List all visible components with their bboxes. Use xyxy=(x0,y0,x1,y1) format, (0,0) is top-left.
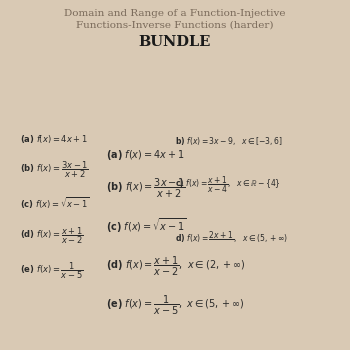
Text: $\mathbf{b)}\ f(x) = 3x-9,\ \ x \in [-3,6]$: $\mathbf{b)}\ f(x) = 3x-9,\ \ x \in [-3,… xyxy=(175,135,283,147)
Text: $\mathbf{d)}\ f(x) = \dfrac{2x+1}{\,},\ \ x \in (5,+\infty)$: $\mathbf{d)}\ f(x) = \dfrac{2x+1}{\,},\ … xyxy=(175,230,288,245)
Text: $\mathbf{(c)}\ f(x) = \sqrt{x-1}$: $\mathbf{(c)}\ f(x) = \sqrt{x-1}$ xyxy=(106,217,187,236)
Text: $\mathbf{c)}\ f(x) = \dfrac{x+1}{x-4},\ \ x \in \mathbb{R}-\{4\}$: $\mathbf{c)}\ f(x) = \dfrac{x+1}{x-4},\ … xyxy=(175,174,281,195)
Text: $\mathbf{(d)}\ f(x) = \dfrac{x+1}{x-2},\ x \in (2,+\infty)$: $\mathbf{(d)}\ f(x) = \dfrac{x+1}{x-2},\… xyxy=(106,254,246,278)
Text: Functions-Inverse Functions (harder): Functions-Inverse Functions (harder) xyxy=(76,21,274,30)
Text: $\mathbf{(a)}\ f(x) = 4x + 1$: $\mathbf{(a)}\ f(x) = 4x + 1$ xyxy=(106,148,185,162)
Text: $\mathbf{(a)}\ f(x) = 4x + 1$: $\mathbf{(a)}\ f(x) = 4x + 1$ xyxy=(20,133,88,145)
Text: $\mathbf{(b)}\ f(x) = \dfrac{3x-1}{x+2}$: $\mathbf{(b)}\ f(x) = \dfrac{3x-1}{x+2}$ xyxy=(106,177,187,200)
Text: BUNDLE: BUNDLE xyxy=(139,35,211,49)
Text: $\mathbf{(d)}\ f(x) = \dfrac{x+1}{x-2}$: $\mathbf{(d)}\ f(x) = \dfrac{x+1}{x-2}$ xyxy=(20,225,84,246)
Text: $\mathbf{(c)}\ f(x) = \sqrt{x-1}$: $\mathbf{(c)}\ f(x) = \sqrt{x-1}$ xyxy=(20,195,90,211)
Text: $\mathbf{(b)}\ f(x) = \dfrac{3x-1}{x+2}$: $\mathbf{(b)}\ f(x) = \dfrac{3x-1}{x+2}$ xyxy=(20,160,89,180)
Text: $\mathbf{(e)}\ f(x) = \dfrac{1}{x-5}$: $\mathbf{(e)}\ f(x) = \dfrac{1}{x-5}$ xyxy=(20,260,84,280)
Text: $\mathbf{(e)}\ f(x) = \dfrac{1}{x-5},\ x \in (5,+\infty)$: $\mathbf{(e)}\ f(x) = \dfrac{1}{x-5},\ x… xyxy=(106,294,245,317)
Text: Domain and Range of a Function-Injective: Domain and Range of a Function-Injective xyxy=(64,9,286,18)
